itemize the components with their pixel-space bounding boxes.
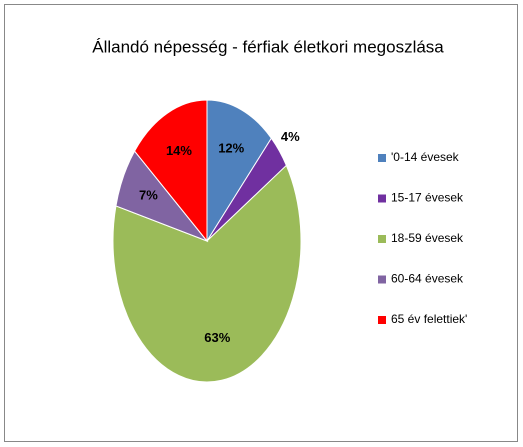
pie-slice xyxy=(206,99,272,243)
data-label: 14% xyxy=(166,143,192,158)
legend-swatch xyxy=(378,275,386,284)
data-label: 12% xyxy=(218,141,244,156)
legend-label: 65 év felettiek' xyxy=(391,312,467,326)
pie-slice xyxy=(133,99,208,243)
pie-slice xyxy=(112,164,302,383)
legend-swatch xyxy=(378,194,386,203)
data-label: 7% xyxy=(139,188,158,203)
legend-swatch xyxy=(378,316,386,324)
chart-title: Állandó népesség - férfiak életkori mego… xyxy=(92,37,444,56)
legend-label: '0-14 évesek xyxy=(391,150,460,164)
legend-swatch xyxy=(378,235,386,243)
data-label: 4% xyxy=(281,129,300,144)
legend-label: 18-59 évesek xyxy=(391,231,464,245)
data-label: 63% xyxy=(204,330,230,345)
legend-label: 60-64 évesek xyxy=(391,272,464,286)
legend-swatch xyxy=(378,154,386,162)
legend-label: 15-17 évesek xyxy=(391,191,464,205)
